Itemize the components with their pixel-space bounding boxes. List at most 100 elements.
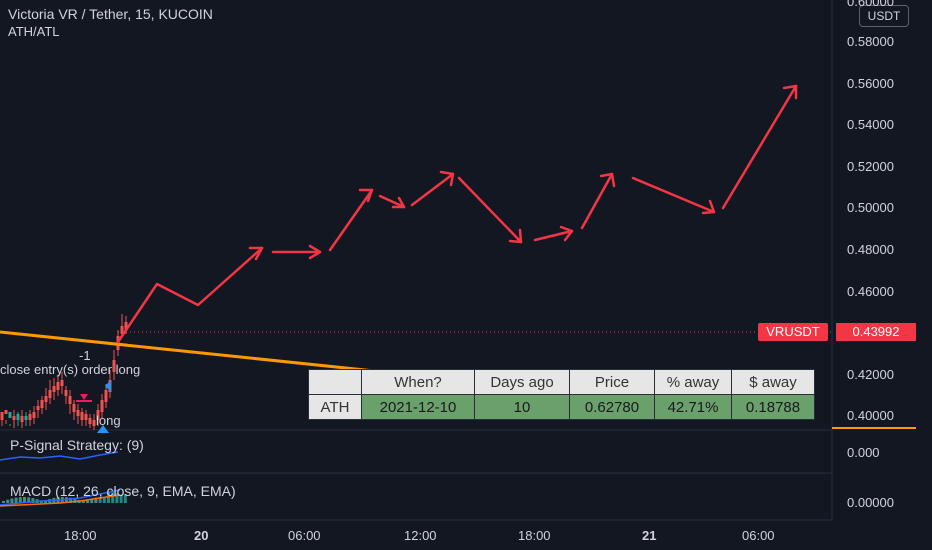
time-tick: 12:00: [404, 528, 437, 543]
position-size-label: -1: [79, 348, 91, 363]
header-dollar-away: $ away: [731, 369, 815, 395]
price-tick: 0.50000: [847, 200, 894, 216]
time-tick: 06:00: [742, 528, 775, 543]
long-entry-label: long: [96, 413, 121, 428]
candle-body: [28, 414, 32, 420]
candle-body: [20, 416, 24, 422]
chart-title[interactable]: Victoria VR / Tether, 15, KUCOIN: [8, 6, 213, 22]
ath-percent-away: 42.71%: [654, 394, 732, 420]
close-entry-label: close entry(s) order long: [0, 362, 141, 377]
candle-body: [84, 414, 88, 420]
candle-body: [92, 420, 96, 426]
arrow-head: [391, 196, 406, 209]
candle-body: [4, 410, 8, 414]
ath-days-ago: 10: [474, 394, 570, 420]
ath-dollar-away: 0.18788: [731, 394, 815, 420]
header-price: Price: [569, 369, 655, 395]
row-label: ATH: [308, 394, 362, 420]
candle-body: [72, 404, 76, 412]
projection-segment: [457, 176, 523, 244]
candle-body: [8, 412, 12, 418]
psignal-axis-value: 0.000: [847, 445, 880, 460]
candle-body: [52, 386, 56, 392]
last-price-badge: 0.43992: [836, 323, 916, 341]
arrow-head: [358, 188, 374, 203]
header-days-ago: Days ago: [474, 369, 570, 395]
candle-body: [16, 414, 20, 420]
candle-body: [68, 396, 72, 404]
candle-body: [60, 380, 64, 386]
projection-segment: [378, 194, 406, 209]
projection-segment: [410, 172, 455, 207]
psignal-pane-label[interactable]: P-Signal Strategy: (9): [10, 437, 144, 453]
currency-selector[interactable]: USDT: [859, 5, 909, 27]
time-tick: 18:00: [518, 528, 551, 543]
macd-bar: [115, 493, 119, 503]
candle-body: [56, 382, 60, 390]
macd-bar: [31, 498, 35, 503]
header-corner: [308, 369, 362, 395]
macd-axis-value: 0.00000: [847, 495, 894, 510]
arrow-head: [308, 244, 322, 260]
candle-body: [112, 360, 116, 372]
candle-body: [48, 390, 52, 398]
projection-segment: [580, 172, 614, 230]
candle-body: [40, 400, 44, 408]
candle-body: [76, 410, 80, 416]
candle-body: [12, 416, 16, 420]
candle-body: [44, 396, 48, 402]
price-tick: 0.54000: [847, 117, 894, 133]
time-tick: 18:00: [64, 528, 97, 543]
time-tick: 20: [194, 528, 209, 543]
price-tick: 0.56000: [847, 75, 894, 91]
macd-bar: [10, 498, 14, 503]
projection-segment: [533, 229, 574, 242]
candle-body: [96, 410, 100, 420]
time-tick: 06:00: [288, 528, 321, 543]
price-tick: 0.48000: [847, 242, 894, 257]
candle-body: [120, 326, 124, 334]
time-tick: 21: [642, 528, 657, 543]
price-tick: 0.40000: [847, 408, 894, 424]
short-marker-icon: [80, 394, 88, 400]
ath-table: When? Days ago Price % away $ away ATH 2…: [308, 369, 815, 420]
macd-bar: [86, 499, 89, 503]
long-arrow-icon: [97, 425, 109, 433]
ath-when: 2021-12-10: [361, 394, 475, 420]
macd-bar: [90, 498, 94, 503]
candlestick-series: [0, 314, 128, 430]
long-marker-icon: [105, 380, 111, 392]
macd-bar: [102, 497, 106, 503]
header-percent-away: % away: [654, 369, 732, 395]
candle-body: [104, 390, 108, 402]
candle-body: [80, 412, 84, 420]
macd-bar: [44, 500, 47, 503]
candle-body: [32, 412, 36, 418]
price-tick: 0.46000: [847, 283, 894, 299]
projection-arrows: [116, 84, 798, 344]
marker-bar: [76, 400, 92, 402]
macd-bar: [81, 500, 85, 503]
candle-body: [124, 322, 128, 330]
macd-bar: [14, 497, 18, 503]
projection-segment: [631, 176, 716, 214]
projection-segment: [721, 84, 798, 210]
macd-bar: [119, 494, 123, 503]
price-tick: 0.60000: [847, 0, 894, 9]
macd-pane-label[interactable]: MACD (12, 26, close, 9, EMA, EMA): [10, 483, 236, 499]
macd-bar: [18, 497, 22, 503]
header-when: When?: [361, 369, 475, 395]
arrow-head: [508, 228, 523, 244]
price-tick: 0.52000: [847, 158, 894, 174]
arrow-head: [248, 246, 264, 261]
candle-body: [24, 416, 28, 420]
indicator-label[interactable]: ATH/ATL: [8, 24, 60, 39]
macd-bar: [98, 497, 102, 503]
macd-bar: [6, 499, 10, 503]
macd-bar: [39, 500, 43, 503]
macd-bar: [94, 497, 98, 503]
candle-body: [100, 400, 104, 412]
ath-table-header: When? Days ago Price % away $ away: [308, 369, 815, 395]
candle-body: [0, 412, 4, 420]
